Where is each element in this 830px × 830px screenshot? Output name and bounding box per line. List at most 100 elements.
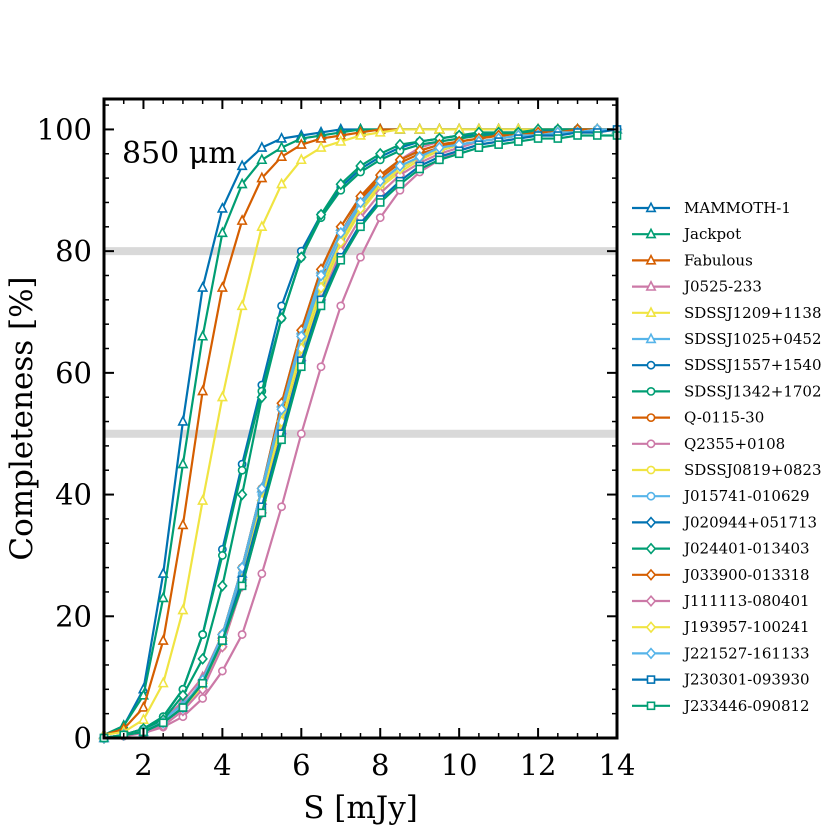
data-point	[335, 135, 347, 146]
data-point	[197, 329, 209, 341]
y-tick-label: 80	[55, 234, 92, 268]
data-point	[236, 299, 248, 311]
data-point	[276, 312, 287, 325]
data-point	[316, 301, 326, 311]
series-19	[99, 131, 622, 743]
data-point	[198, 694, 208, 703]
y-tick-label: 40	[55, 478, 92, 512]
data-point	[197, 384, 209, 396]
data-point	[316, 362, 326, 372]
legend-marker	[645, 516, 657, 529]
data-point	[336, 301, 346, 311]
data-point	[295, 138, 307, 149]
y-tick-label: 100	[37, 112, 92, 146]
reference-lines	[104, 247, 617, 438]
legend-label: J193957-100241	[682, 618, 810, 636]
data-point	[256, 482, 268, 495]
data-point	[256, 391, 268, 404]
data-point	[236, 159, 248, 171]
data-point	[157, 676, 169, 688]
data-point	[157, 567, 169, 578]
data-point	[177, 603, 189, 615]
legend-label: J233446-090812	[682, 697, 810, 715]
data-point	[494, 140, 503, 149]
data-point	[178, 703, 188, 712]
data-point	[237, 630, 247, 639]
legend-marker	[645, 306, 657, 318]
data-point	[177, 457, 189, 469]
x-tick-label: 6	[292, 748, 310, 782]
legend-marker	[645, 201, 657, 213]
legend-label: J024401-013403	[682, 540, 810, 558]
legend-label: J221527-161133	[682, 644, 810, 662]
legend-label: SDSSJ1025+0452	[684, 330, 822, 348]
data-point	[217, 666, 227, 676]
data-point	[297, 362, 306, 372]
data-point	[158, 718, 168, 728]
data-point	[197, 652, 208, 665]
legend-label: Q2355+0108	[684, 435, 785, 453]
data-point	[573, 131, 582, 140]
data-point	[256, 220, 268, 231]
legend-entry: J033900-013318	[632, 566, 810, 584]
y-axis-title: Completeness [%]	[4, 276, 40, 560]
x-tick-label: 10	[441, 748, 478, 782]
data-point	[216, 201, 228, 213]
x-tick-label: 4	[213, 748, 231, 782]
legend-marker	[646, 491, 656, 501]
legend-entry: J0525-233	[632, 278, 762, 296]
legend-label: Fabulous	[684, 251, 753, 269]
data-point	[218, 636, 227, 645]
x-tick-label: 14	[599, 748, 636, 782]
legend-label: J230301-093930	[682, 671, 810, 689]
legend-label: Jackpot	[682, 225, 741, 243]
x-tick-label: 12	[520, 748, 557, 782]
data-point	[374, 175, 386, 188]
data-point	[296, 429, 306, 439]
legend-marker	[646, 701, 656, 711]
data-point	[236, 214, 248, 225]
data-point	[533, 134, 543, 143]
data-point	[276, 150, 288, 162]
data-point	[237, 465, 247, 475]
data-point	[435, 155, 444, 165]
data-point	[395, 179, 405, 189]
data-point	[315, 269, 327, 282]
data-point	[236, 488, 248, 501]
legend-entry: SDSSJ1209+1138	[632, 304, 822, 322]
legend-label: SDSSJ1342+1702	[684, 382, 822, 400]
legend-entry: SDSSJ0819+0823	[632, 461, 822, 479]
legend: MAMMOTH-1 Jackpot Fabulous J0525-233 SDSSJ12…	[632, 199, 822, 715]
data-point	[335, 178, 347, 191]
legend-marker	[646, 439, 656, 449]
legend-entry: SDSSJ1557+1540	[632, 356, 822, 374]
data-point	[336, 255, 346, 265]
y-tick-label: 60	[55, 356, 92, 390]
data-point	[553, 134, 563, 143]
legend-marker	[646, 386, 656, 396]
data-point	[256, 171, 268, 183]
legend-entry: J233446-090812	[632, 697, 810, 715]
axis-ticks: 2 4 6 8 10 12 14 0 20 40 60 80 100	[37, 99, 636, 782]
legend-label: J015741-010629	[682, 487, 810, 505]
data-point	[137, 701, 149, 712]
data-point	[237, 581, 247, 591]
legend-marker	[645, 332, 657, 344]
legend-entry: Jackpot	[632, 225, 741, 243]
legend-marker	[646, 675, 656, 684]
data-point	[374, 125, 386, 137]
data-point	[355, 196, 366, 209]
data-point	[177, 414, 189, 426]
data-point	[277, 435, 286, 445]
legend-entry: J221527-161133	[632, 644, 810, 662]
data-point	[356, 222, 365, 232]
legend-marker	[645, 568, 657, 581]
legend-entry: J015741-010629	[632, 487, 810, 505]
data-point	[355, 159, 366, 172]
data-point	[276, 403, 287, 416]
data-point	[256, 153, 268, 165]
data-point	[198, 678, 207, 688]
legend-entry: J020944+051713	[632, 513, 817, 531]
data-point	[335, 226, 347, 239]
data-point	[375, 198, 385, 207]
